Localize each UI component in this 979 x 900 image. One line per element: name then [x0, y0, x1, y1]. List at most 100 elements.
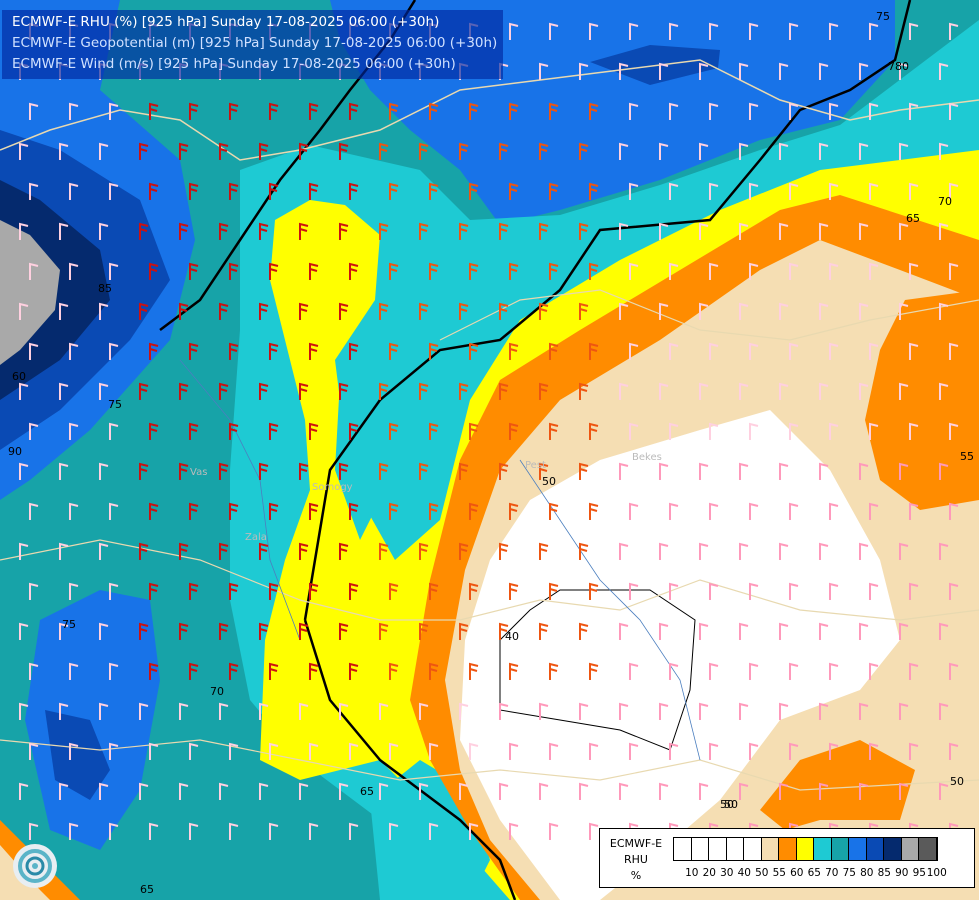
- wind-barb-icon: [469, 182, 479, 200]
- wind-barb-icon: [949, 742, 959, 760]
- wind-barb-icon: [229, 422, 239, 440]
- wind-barb-icon: [539, 462, 549, 480]
- wind-barb-icon: [219, 782, 229, 800]
- wind-barb-icon: [619, 62, 629, 80]
- wind-barb-icon: [899, 382, 909, 400]
- legend-tick-label: 10: [685, 867, 699, 879]
- wind-barb-icon: [339, 142, 349, 160]
- wind-barb-icon: [349, 422, 359, 440]
- wind-barb-icon: [149, 182, 159, 200]
- wind-barb-icon: [829, 342, 839, 360]
- legend-tick-label: 80: [860, 867, 874, 879]
- wind-barb-icon: [539, 382, 549, 400]
- wind-barb-icon: [459, 622, 469, 640]
- wind-barb-icon: [659, 222, 669, 240]
- wind-barb-icon: [59, 782, 69, 800]
- wind-barb-icon: [219, 382, 229, 400]
- wind-barb-icon: [739, 622, 749, 640]
- wind-barb-icon: [469, 102, 479, 120]
- wind-barb-icon: [549, 22, 559, 40]
- wind-barb-icon: [149, 822, 159, 840]
- wind-barb-icon: [349, 742, 359, 760]
- wind-barb-icon: [779, 382, 789, 400]
- wind-barb-icon: [139, 222, 149, 240]
- wind-barb-icon: [259, 622, 269, 640]
- wind-barb-icon: [749, 342, 759, 360]
- wind-barb-icon: [259, 782, 269, 800]
- wind-barb-icon: [949, 262, 959, 280]
- wind-barb-icon: [29, 662, 39, 680]
- wind-barb-icon: [699, 302, 709, 320]
- wind-barb-icon: [669, 422, 679, 440]
- contour-label: 70: [210, 685, 224, 698]
- wind-barb-icon: [349, 262, 359, 280]
- wind-barb-icon: [779, 222, 789, 240]
- place-labels: Pest Bekes Vas Zala Somogy: [190, 452, 662, 543]
- wind-barb-icon: [579, 542, 589, 560]
- wind-barb-icon: [709, 262, 719, 280]
- wind-barb-icon: [779, 62, 789, 80]
- wind-barb-icon: [589, 182, 599, 200]
- wind-barb-icon: [99, 302, 109, 320]
- wind-barb-icon: [899, 62, 909, 80]
- wind-barb-icon: [179, 782, 189, 800]
- wind-barb-icon: [29, 182, 39, 200]
- wind-barb-icon: [509, 342, 519, 360]
- legend-swatch: [796, 838, 814, 860]
- wind-barb-icon: [29, 502, 39, 520]
- wind-barb-icon: [509, 262, 519, 280]
- wind-barb-icon: [219, 542, 229, 560]
- wind-barb-icon: [709, 422, 719, 440]
- wind-barb-icon: [189, 502, 199, 520]
- wind-barb-icon: [939, 462, 949, 480]
- wind-barb-icon: [589, 102, 599, 120]
- wind-barb-icon: [779, 702, 789, 720]
- wind-barb-icon: [269, 822, 279, 840]
- wind-barb-icon: [69, 262, 79, 280]
- wind-barb-icon: [29, 342, 39, 360]
- wind-barb-icon: [469, 742, 479, 760]
- wind-barb-icon: [939, 62, 949, 80]
- wind-barb-icon: [229, 262, 239, 280]
- wind-barb-icon: [59, 142, 69, 160]
- wind-barb-icon: [99, 462, 109, 480]
- wind-barb-icon: [939, 542, 949, 560]
- wind-barb-icon: [779, 542, 789, 560]
- wind-barb-icon: [349, 582, 359, 600]
- contour-label: 75: [62, 618, 76, 631]
- wind-barb-icon: [109, 262, 119, 280]
- wind-barb-icon: [939, 782, 949, 800]
- map-title-box: ECMWF-E RHU (%) [925 hPa] Sunday 17-08-2…: [2, 10, 504, 79]
- wind-barb-icon: [259, 542, 269, 560]
- wind-barb-icon: [949, 22, 959, 40]
- wind-barb-icon: [859, 782, 869, 800]
- contour-label: 50: [724, 798, 738, 811]
- wind-barb-icon: [949, 422, 959, 440]
- wind-barb-icon: [179, 302, 189, 320]
- wind-barb-icon: [59, 222, 69, 240]
- wind-barb-icon: [669, 22, 679, 40]
- wind-barb-icon: [429, 422, 439, 440]
- wind-barb-icon: [829, 662, 839, 680]
- wind-barb-icon: [909, 342, 919, 360]
- wind-barb-icon: [109, 582, 119, 600]
- wind-barb-icon: [779, 622, 789, 640]
- wind-barb-icon: [349, 822, 359, 840]
- wind-barb-icon: [749, 502, 759, 520]
- wind-barb-icon: [699, 382, 709, 400]
- wind-barb-icon: [619, 302, 629, 320]
- wind-barb-icon: [299, 302, 309, 320]
- wind-barb-icon: [899, 622, 909, 640]
- wind-barb-icon: [459, 702, 469, 720]
- wind-barb-icon: [469, 422, 479, 440]
- wind-barb-icon: [629, 582, 639, 600]
- wind-barb-icon: [459, 222, 469, 240]
- wind-barb-icon: [539, 62, 549, 80]
- wind-barb-icon: [69, 502, 79, 520]
- wind-barb-icon: [269, 502, 279, 520]
- wind-barb-icon: [149, 102, 159, 120]
- wind-barb-icon: [949, 182, 959, 200]
- wind-barb-icon: [429, 182, 439, 200]
- legend-swatch: [901, 838, 919, 860]
